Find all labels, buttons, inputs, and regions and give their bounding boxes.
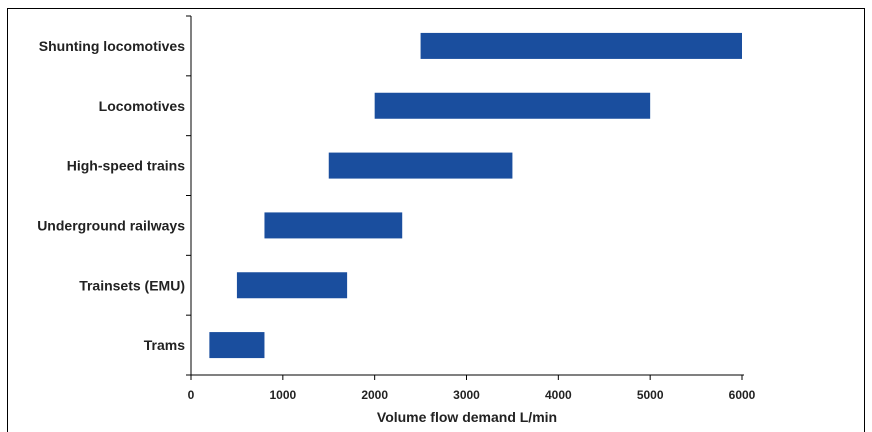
category-label: Locomotives [99,98,186,114]
x-axis-ticks: 0 1000 2000 3000 4000 5000 6000 [188,375,756,402]
x-tick-label: 5000 [637,388,664,402]
axes [190,16,744,376]
bar [328,152,513,179]
x-tick-label: 0 [188,388,195,402]
x-tick-label: 6000 [729,388,756,402]
bar [374,92,651,119]
category-labels: Shunting locomotives Locomotives High-spee… [37,38,185,353]
category-label: Trams [144,337,185,353]
y-axis-ticks [186,15,191,376]
category-label: Shunting locomotives [39,38,185,54]
bars [209,32,742,359]
category-label: High-speed trains [67,158,185,174]
bar [420,32,742,59]
category-label: Trainsets (EMU) [79,277,185,293]
x-axis-title: Volume flow demand L/min [377,409,557,425]
chart-frame [7,8,865,432]
bar [264,212,403,239]
x-tick-label: 3000 [453,388,480,402]
category-label: Underground railways [37,217,185,233]
bar [209,332,265,359]
x-tick-label: 2000 [361,388,388,402]
bar [236,272,348,299]
x-tick-label: 4000 [545,388,572,402]
x-tick-label: 1000 [269,388,296,402]
